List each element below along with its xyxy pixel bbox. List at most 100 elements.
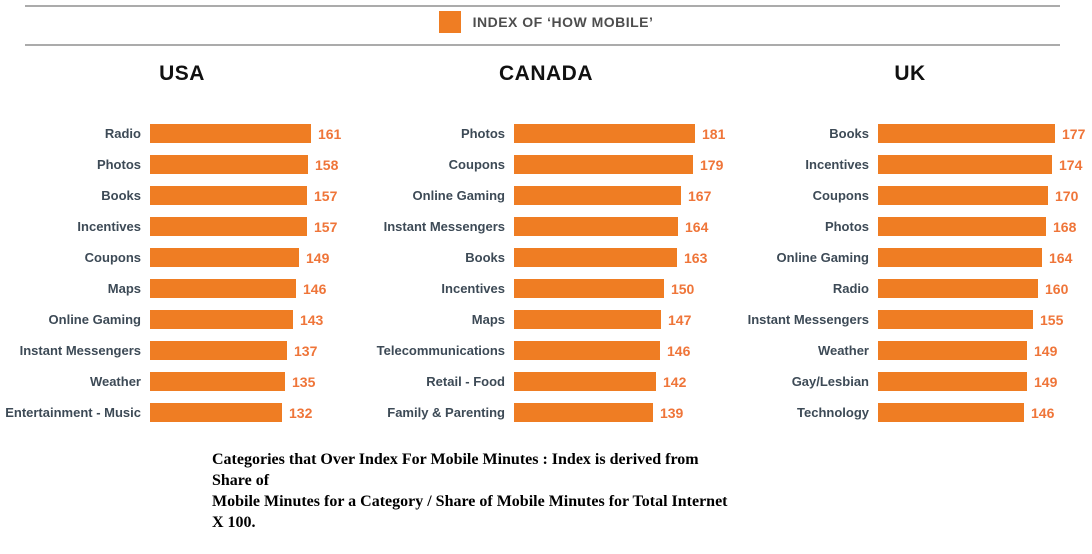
value-label: 158 [315,156,339,173]
category-label: Instant Messengers [747,312,869,327]
category-label: Telecommunications [376,343,505,358]
bar-zone: 149 [150,248,335,267]
value-label: 157 [314,218,338,235]
value-label: 177 [1062,125,1086,142]
bar-row: Photos 168 [728,217,1092,236]
chart-panels: USA Radio 161 Photos 158 Books 157 Incentives 1… [0,58,1092,434]
bar [514,155,693,174]
bar-zone: 142 [514,372,699,391]
category-label: Books [465,250,505,265]
value-label: 163 [684,249,708,266]
bar [514,124,695,143]
bar [150,310,293,329]
bar-zone: 163 [514,248,707,267]
bar-zone: 139 [514,403,699,422]
bar [514,217,678,236]
value-label: 181 [702,125,726,142]
category-label: Family & Parenting [387,405,505,420]
category-label: Incentives [441,281,505,296]
bar-row: Radio 160 [728,279,1092,298]
bar-row: Instant Messengers 164 [364,217,728,236]
value-label: 146 [667,342,691,359]
value-label: 146 [1031,404,1055,421]
value-label: 174 [1059,156,1083,173]
bar-rows-canada: Photos 181 Coupons 179 Online Gaming 167 Insta… [364,124,728,422]
bar-zone: 149 [878,372,1063,391]
category-label: Online Gaming [776,250,869,265]
category-label: Online Gaming [412,188,505,203]
value-label: 161 [317,125,342,142]
bar [514,341,660,360]
bar-zone: 149 [878,341,1063,360]
top-divider-line [25,5,1060,7]
bar-row: Incentives 150 [364,279,728,298]
bar [514,248,677,267]
panel-usa: USA Radio 161 Photos 158 Books 157 Incentives 1… [0,58,364,434]
bar-zone: 174 [878,155,1082,174]
category-label: Gay/Lesbian [791,374,869,389]
bar-row: Coupons 170 [728,186,1092,205]
bar [514,310,661,329]
category-label: Books [101,188,141,203]
bar-row: Online Gaming 167 [364,186,728,205]
category-label: Weather [817,343,869,358]
caption-line-1: Categories that Over Index For Mobile Mi… [212,451,699,489]
bar-row: Online Gaming 164 [728,248,1092,267]
bar-zone: 155 [878,310,1063,329]
bar [878,186,1048,205]
bar-zone: 177 [878,124,1085,143]
bar-zone: 146 [514,341,699,360]
value-label: 135 [292,373,316,390]
category-label: Radio [104,126,141,141]
category-label: Books [829,126,869,141]
bar-row: Entertainment - Music 132 [0,403,364,422]
bar-row: Books 177 [728,124,1092,143]
category-label: Photos [460,126,505,141]
bar-rows-uk: Books 177 Incentives 174 Coupons 170 Photos 168… [728,124,1092,422]
value-label: 179 [700,156,724,173]
value-label: 150 [670,280,695,297]
bar-row: Instant Messengers 155 [728,310,1092,329]
bar-row: Technology 146 [728,403,1092,422]
bar-row: Family & Parenting 139 [364,403,728,422]
bar-zone: 132 [150,403,335,422]
category-label: Maps [107,281,141,296]
value-label: 155 [1040,311,1064,328]
bar-zone: 158 [150,155,339,174]
category-label: Coupons [812,188,869,203]
bar [150,155,308,174]
bar [878,372,1027,391]
bar-row: Weather 135 [0,372,364,391]
value-label: 164 [685,218,709,235]
bar [150,217,307,236]
bar [150,279,296,298]
bar [514,372,656,391]
bar-zone: 164 [514,217,708,236]
bar-zone: 181 [514,124,725,143]
value-label: 160 [1045,280,1069,297]
category-label: Coupons [448,157,505,172]
bar-zone: 164 [878,248,1072,267]
value-label: 132 [289,404,313,421]
value-label: 157 [314,187,338,204]
bar-zone: 147 [514,310,699,329]
value-label: 142 [663,373,687,390]
bar-zone: 150 [514,279,699,298]
bar-zone: 143 [150,310,335,329]
panel-canada: CANADA Photos 181 Coupons 179 Online Gaming 1… [364,58,728,434]
bar [150,186,307,205]
bar-zone: 135 [150,372,335,391]
value-label: 149 [1034,342,1058,359]
bar-row: Telecommunications 146 [364,341,728,360]
bar [878,341,1027,360]
bar-zone: 146 [878,403,1063,422]
bar-row: Online Gaming 143 [0,310,364,329]
bar-zone: 160 [878,279,1068,298]
bar-zone: 157 [150,186,338,205]
value-label: 139 [659,404,684,421]
bar-zone: 170 [878,186,1078,205]
footnote-caption: Categories that Over Index For Mobile Mi… [212,449,732,533]
bar-row: Radio 161 [0,124,364,143]
bar-row: Books 163 [364,248,728,267]
